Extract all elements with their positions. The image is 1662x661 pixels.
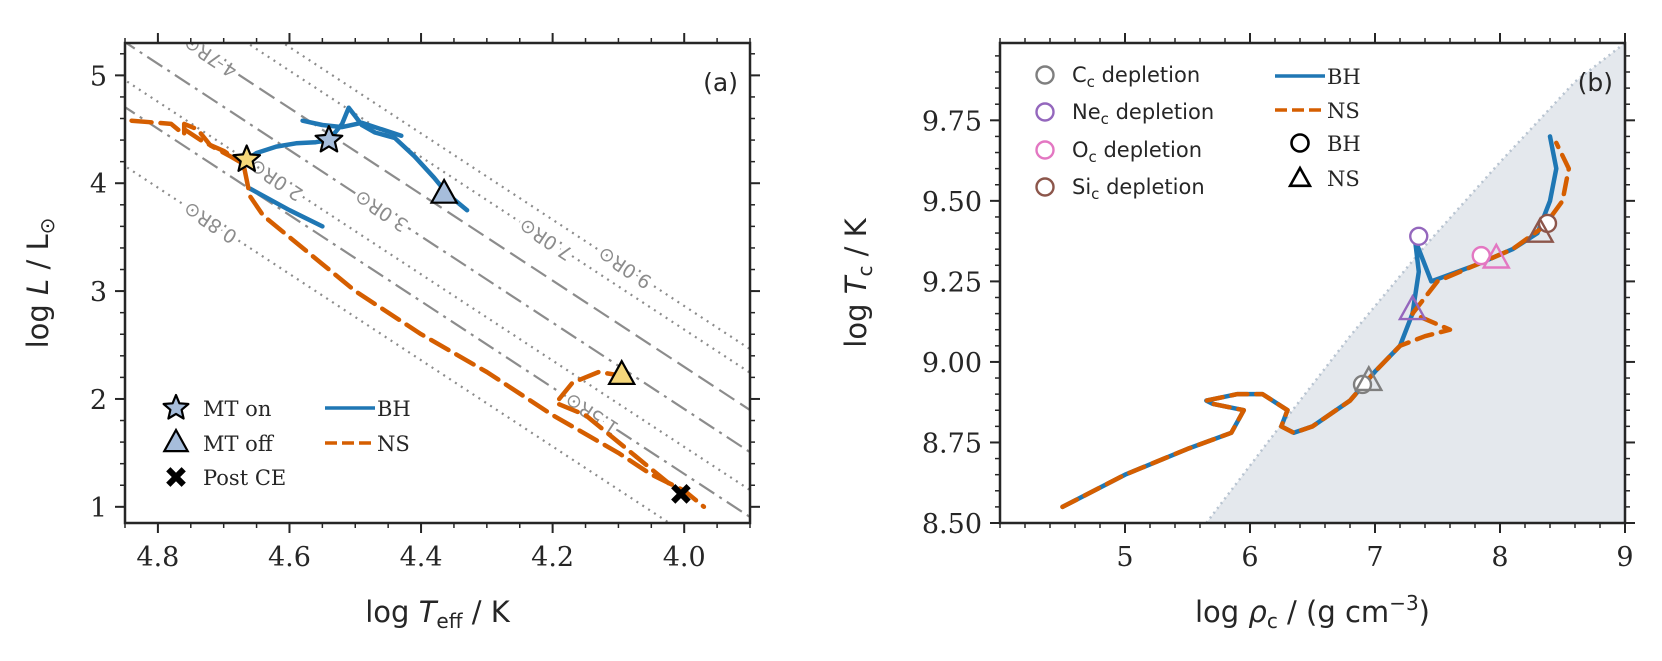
- marker-nec-depletion-triangle: [1397, 293, 1428, 321]
- legend-label: MT off: [203, 432, 275, 456]
- legend-marker-star: [162, 393, 190, 420]
- legend-circle: [1035, 140, 1055, 160]
- y-tick-label: 9.75: [922, 106, 982, 137]
- marker-nec-depletion-circle: [1409, 226, 1429, 246]
- track-ns: [1060, 140, 1572, 510]
- x-axis-label-b: log ρc / (g cm−3): [1195, 591, 1430, 633]
- track-ns-segment: [556, 402, 674, 488]
- radius-line: [188, 43, 750, 412]
- legend-b: Cc depletion Nec depletion Oc depletion Sic…: [1035, 63, 1361, 203]
- legend-label: Oc depletion: [1072, 138, 1202, 166]
- radius-label: 3.0R⊙: [351, 185, 413, 236]
- panel-a: 0.8R⊙ 1.5R⊙ 2.0R⊙ 3.0R⊙ 4.7R⊙ 7.0R⊙ 9.0R⊙ 4.8 4.…: [21, 31, 760, 633]
- marker-mt-on-star: [314, 124, 344, 153]
- y-axis-label-a: log L / L⊙: [21, 218, 59, 349]
- y-tick-label: 9.25: [922, 267, 982, 298]
- legend-label: Sic depletion: [1072, 175, 1205, 203]
- axes-frame-a: [123, 41, 752, 525]
- x-tick-label: 4.0: [663, 542, 706, 573]
- x-axis-label-a: log Teff / K: [365, 595, 510, 633]
- x-tick-label: 8: [1491, 542, 1508, 573]
- x-tick-label: 4.2: [531, 542, 574, 573]
- marker-cc-depletion-triangle: [1354, 364, 1384, 392]
- legend-a: MT on MT off Post CE BH NS: [162, 393, 411, 490]
- legend-circle-black: [1290, 133, 1310, 153]
- track-ns: [129, 118, 707, 510]
- marker-mt-off-triangle: [607, 358, 637, 385]
- y-axis-label-b: log Tc / K: [839, 217, 877, 347]
- y-tick-label: 9.00: [922, 348, 982, 379]
- legend-marker-x: [166, 467, 186, 487]
- radius-label: 7.0R⊙: [515, 213, 577, 264]
- radius-line: [281, 43, 750, 351]
- legend-circle: [1035, 177, 1055, 197]
- radius-line: [125, 78, 750, 492]
- legend-label: NS: [377, 432, 410, 456]
- panel-label-a: (a): [703, 68, 738, 97]
- panel-b: 5 6 7 8 9 8.50 8.75 9.00 9.25 9.50 9.75 log ρc / (g…: [839, 33, 1635, 633]
- radius-line: [125, 105, 750, 519]
- legend-label: Nec depletion: [1072, 100, 1214, 128]
- track-bh-segment: [247, 186, 325, 229]
- track-bh-segment: [300, 118, 404, 139]
- legend-circle: [1035, 102, 1055, 122]
- legend-label: BH: [1327, 65, 1361, 89]
- marker-sic-depletion-triangle: [1525, 216, 1555, 243]
- track-ns-segment: [181, 127, 240, 162]
- y-tick-label: 8.75: [922, 428, 982, 459]
- legend-circle: [1035, 65, 1055, 85]
- radius-label: 4.7R⊙: [180, 31, 242, 82]
- legend-label: Cc depletion: [1072, 63, 1200, 91]
- x-tick-label: 6: [1241, 542, 1258, 573]
- x-tick-label: 5: [1116, 542, 1133, 573]
- y-tick-label: 3: [90, 277, 107, 308]
- radius-label: 1.5R⊙: [561, 388, 623, 439]
- y-tick-label: 5: [90, 61, 107, 92]
- plot-area-a: 0.8R⊙ 1.5R⊙ 2.0R⊙ 3.0R⊙ 4.7R⊙ 7.0R⊙ 9.0R⊙: [125, 31, 750, 523]
- radius-line: [245, 43, 750, 375]
- legend-triangle-black: [1287, 165, 1313, 188]
- x-tick-label: 4.8: [136, 542, 179, 573]
- y-tick-label: 4: [90, 169, 107, 200]
- marker-post-ce-x: [671, 484, 691, 504]
- legend-label: NS: [1327, 99, 1360, 123]
- x-tick-label: 4.6: [268, 542, 311, 573]
- track-bh: [241, 105, 470, 213]
- legend-label: NS: [1327, 167, 1360, 191]
- legend-label: MT on: [203, 397, 271, 421]
- marker-oc-depletion-triangle: [1481, 242, 1511, 269]
- plot-area-b: [1060, 43, 1625, 523]
- y-tick-label: 9.50: [922, 187, 982, 218]
- x-tick-label: 7: [1366, 542, 1383, 573]
- legend-marker-triangle: [162, 427, 190, 453]
- y-tick-label: 1: [90, 493, 107, 524]
- radius-line: [125, 43, 750, 454]
- radius-label: 2.0R⊙: [245, 154, 307, 205]
- legend-label: BH: [377, 397, 411, 421]
- marker-mt-off-triangle: [429, 177, 459, 204]
- panel-label-b: (b): [1578, 68, 1613, 97]
- y-tick-label: 2: [90, 385, 107, 416]
- radius-label: 9.0R⊙: [594, 242, 656, 293]
- marker-mt-on-star: [232, 144, 262, 172]
- x-tick-label: 9: [1616, 542, 1633, 573]
- radius-line: [125, 164, 672, 523]
- axes-frame-b: [998, 41, 1627, 525]
- legend-label: BH: [1327, 132, 1361, 156]
- y-tick-label: 8.50: [922, 509, 982, 540]
- x-tick-label: 4.4: [400, 542, 443, 573]
- legend-label: Post CE: [203, 466, 286, 490]
- radius-label: 0.8R⊙: [180, 197, 242, 248]
